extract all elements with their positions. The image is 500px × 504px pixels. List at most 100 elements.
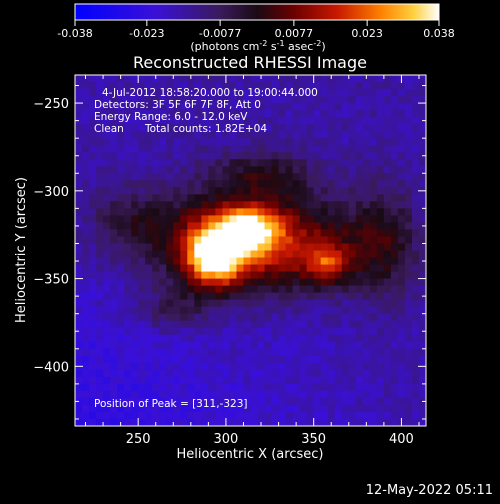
heatmap-cell <box>159 390 167 399</box>
heatmap-cell <box>96 215 104 224</box>
heatmap-cell <box>110 110 118 118</box>
heatmap-cell <box>138 82 146 90</box>
heatmap-cell <box>229 411 238 420</box>
heatmap-cell <box>299 411 308 420</box>
heatmap-cell <box>138 201 146 209</box>
heatmap-cell <box>215 390 224 399</box>
heatmap-cell <box>138 131 146 139</box>
heatmap-cell <box>397 285 406 294</box>
heatmap-cell <box>348 229 357 238</box>
heatmap-cell <box>397 355 406 364</box>
heatmap-cell <box>299 166 308 174</box>
heatmap-cell <box>411 404 420 413</box>
heatmap-cell <box>306 348 315 357</box>
heatmap-cell <box>327 229 336 238</box>
heatmap-cell <box>229 159 238 167</box>
heatmap-cell <box>341 306 350 315</box>
heatmap-cell <box>411 173 420 181</box>
heatmap-cell <box>187 145 195 153</box>
heatmap-cell <box>152 131 160 139</box>
heatmap-cell <box>327 222 336 231</box>
heatmap-cell <box>341 243 350 252</box>
heatmap-cell <box>404 264 413 273</box>
heatmap-cell <box>103 341 111 350</box>
heatmap-cell <box>341 320 350 329</box>
heatmap-cell <box>390 222 399 231</box>
heatmap-cell <box>201 334 209 343</box>
heatmap-cell <box>313 285 322 294</box>
heatmap-cell <box>299 271 308 280</box>
heatmap-cell <box>390 411 399 420</box>
heatmap-cell <box>243 82 252 90</box>
heatmap-cell <box>299 208 308 216</box>
heatmap-cell <box>334 82 343 90</box>
heatmap-cell <box>222 103 231 111</box>
heatmap-cell <box>418 404 426 413</box>
heatmap-cell <box>411 257 420 266</box>
heatmap-cell <box>418 110 426 118</box>
heatmap-cell <box>194 341 202 350</box>
heatmap-cell <box>355 411 364 420</box>
heatmap-cell <box>194 299 202 308</box>
heatmap-cell <box>243 404 252 413</box>
heatmap-cell <box>271 362 280 371</box>
heatmap-cell <box>264 110 273 118</box>
heatmap-cell <box>215 222 224 231</box>
heatmap-cell <box>341 355 350 364</box>
heatmap-cell <box>250 264 259 273</box>
heatmap-cell <box>243 243 252 252</box>
heatmap-cell <box>257 285 266 294</box>
heatmap-cell <box>362 138 371 146</box>
heatmap-cell <box>124 418 132 426</box>
heatmap-cell <box>131 82 139 90</box>
heatmap-cell <box>313 229 322 238</box>
heatmap-cell <box>75 390 83 399</box>
heatmap-cell <box>369 369 378 378</box>
heatmap-cell <box>306 299 315 308</box>
heatmap-cell <box>299 383 308 392</box>
heatmap-cell <box>103 131 111 139</box>
heatmap-cell <box>271 313 280 322</box>
heatmap-cell <box>362 152 371 160</box>
heatmap-cell <box>138 369 146 378</box>
heatmap-cell <box>390 390 399 399</box>
heatmap-cell <box>250 341 259 350</box>
heatmap-cell <box>376 390 385 399</box>
heatmap-cell <box>390 397 399 406</box>
heatmap-cell <box>236 341 245 350</box>
heatmap-cell <box>285 397 294 406</box>
heatmap-cell <box>229 75 238 83</box>
heatmap-cell <box>306 159 315 167</box>
heatmap-cell <box>138 138 146 146</box>
heatmap-cell <box>96 299 104 308</box>
heatmap-cell <box>187 397 195 406</box>
heatmap-cell <box>320 285 329 294</box>
heatmap-cell <box>89 411 97 420</box>
heatmap-cell <box>201 404 209 413</box>
heatmap-cell <box>208 362 216 371</box>
heatmap-cell <box>299 334 308 343</box>
heatmap-cell <box>236 313 245 322</box>
heatmap-cell <box>208 138 216 146</box>
heatmap-cell <box>110 159 118 167</box>
heatmap-cell <box>131 75 139 83</box>
heatmap-cell <box>264 348 273 357</box>
heatmap-cell <box>341 348 350 357</box>
heatmap-cell <box>327 110 336 118</box>
heatmap-cell <box>110 173 118 181</box>
heatmap-cell <box>243 355 252 364</box>
heatmap-cell <box>313 292 322 301</box>
heatmap-cell <box>222 243 231 252</box>
heatmap-cell <box>320 369 329 378</box>
heatmap-cell <box>110 362 118 371</box>
heatmap-cell <box>250 236 259 245</box>
heatmap-cell <box>96 390 104 399</box>
heatmap-cell <box>271 418 280 426</box>
heatmap-cell <box>236 222 245 231</box>
heatmap-cell <box>229 278 238 287</box>
heatmap-cell <box>180 82 188 90</box>
heatmap-cell <box>334 292 343 301</box>
heatmap-cell <box>124 89 132 97</box>
heatmap-cell <box>334 131 343 139</box>
heatmap-cell <box>131 264 139 273</box>
